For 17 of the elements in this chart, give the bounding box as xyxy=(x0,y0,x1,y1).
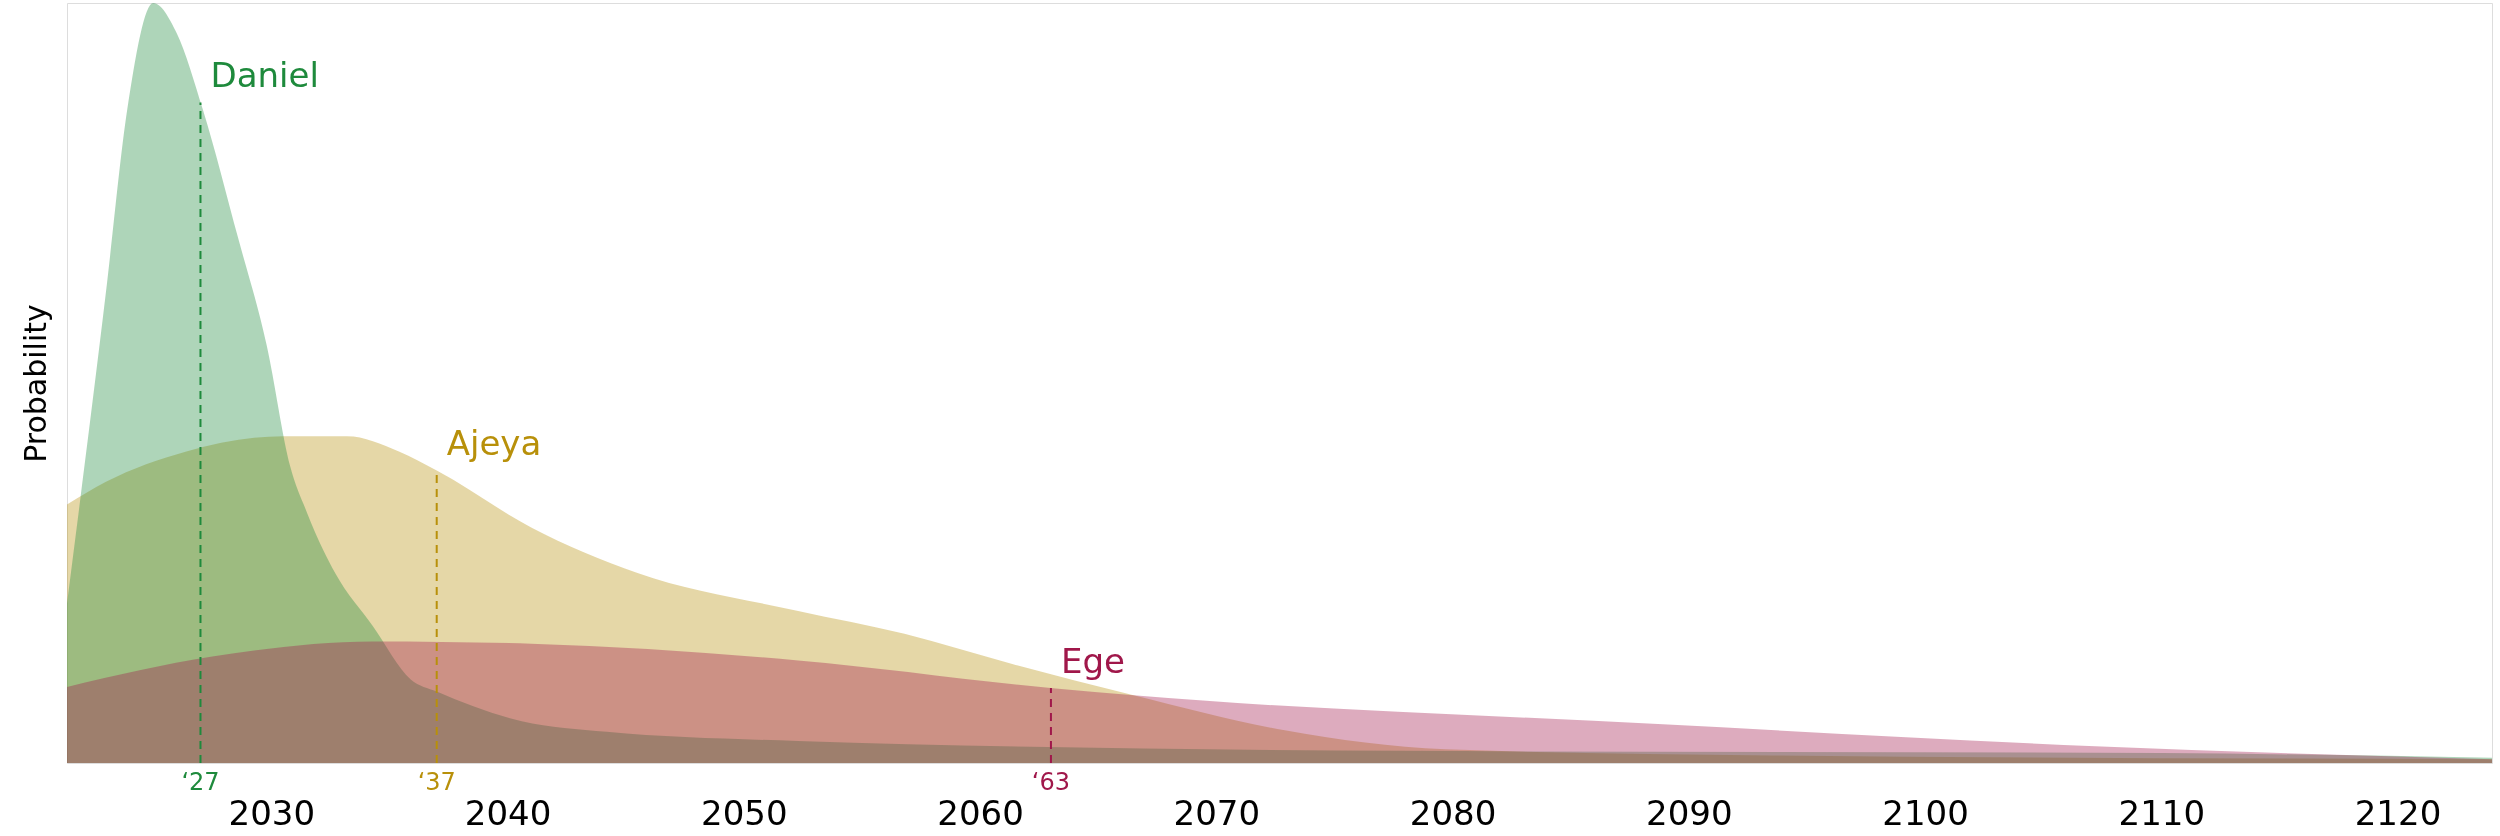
x-tick-label: 2040 xyxy=(464,792,552,833)
x-tick-label: 2070 xyxy=(1173,792,1261,833)
x-tick-label: 2110 xyxy=(2118,792,2206,833)
x-tick-label: 2120 xyxy=(2354,792,2442,833)
x-tick-label: 2080 xyxy=(1409,792,1497,833)
ref-line-label: ‘37 xyxy=(417,768,456,796)
ref-line-label: ‘27 xyxy=(181,768,220,796)
x-tick-label: 2090 xyxy=(1646,792,1733,833)
series-label: Daniel xyxy=(210,55,319,96)
y-axis-title: Probability xyxy=(17,304,53,463)
ref-line-label: ‘63 xyxy=(1031,768,1071,796)
series-label: Ege xyxy=(1060,641,1125,681)
x-tick-label: 2060 xyxy=(937,792,1024,833)
x-tick-label: 2100 xyxy=(1882,792,1969,833)
x-tick-label: 2050 xyxy=(701,792,788,833)
series-label: Ajeya xyxy=(446,423,542,464)
x-tick-label: 2030 xyxy=(228,792,316,833)
